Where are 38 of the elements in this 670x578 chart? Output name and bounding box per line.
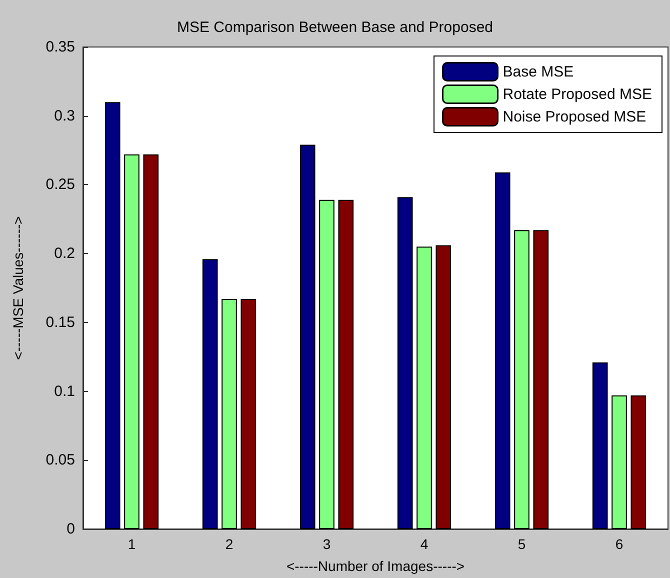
bar: [436, 245, 452, 529]
bar: [124, 154, 140, 529]
chart-title: MSE Comparison Between Base and Proposed: [176, 19, 494, 36]
x-tick-label: 5: [518, 536, 526, 552]
y-tick-label: 0.15: [46, 314, 75, 331]
bar: [338, 200, 354, 529]
legend-label: Rotate Proposed MSE: [502, 86, 652, 103]
bar: [104, 102, 120, 529]
y-tick-label: 0.35: [46, 38, 75, 56]
bar: [240, 299, 256, 529]
bar: [592, 362, 608, 529]
y-axis-title: <-----MSE Values------>: [10, 216, 26, 360]
bar: [514, 230, 530, 529]
y-tick-label: 0.25: [46, 176, 75, 194]
x-tick-label: 1: [128, 536, 136, 552]
legend-label: Base MSE: [502, 63, 574, 80]
bar: [397, 197, 413, 529]
bar: [416, 246, 432, 529]
bar: [630, 395, 646, 529]
y-tick-label: 0.05: [46, 452, 75, 469]
bar: [612, 395, 627, 529]
y-tick-label: 0.1: [54, 382, 75, 400]
bar: [300, 144, 316, 529]
bar: [143, 154, 159, 529]
bar: [222, 299, 237, 529]
y-tick-label: 0.3: [54, 107, 75, 124]
x-tick-label: 3: [322, 536, 331, 552]
y-tick-label: 0: [66, 520, 75, 538]
x-tick-label: 6: [615, 536, 624, 552]
y-tick-label: 0.2: [54, 245, 75, 262]
x-axis-title: <-----Number of Images----->: [286, 558, 465, 574]
bar: [494, 172, 510, 529]
bar: [202, 259, 218, 529]
x-tick-label: 2: [225, 536, 234, 552]
legend-label: Noise Proposed MSE: [502, 108, 646, 126]
x-tick-label: 4: [420, 536, 428, 552]
bar: [319, 200, 334, 529]
bar: [533, 230, 549, 529]
